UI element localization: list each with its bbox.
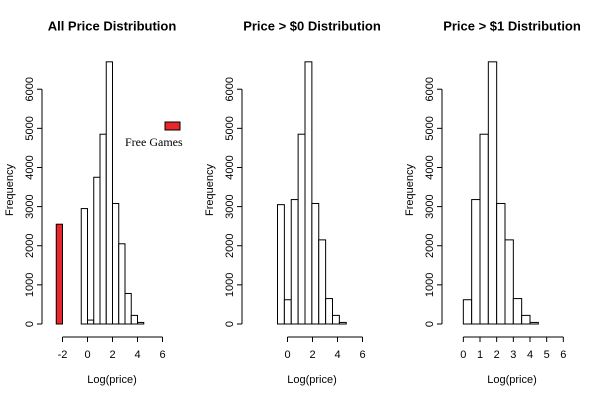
bar: [529, 321, 539, 325]
y-tick-label: 5000: [224, 116, 236, 140]
y-tick-label: 2000: [424, 233, 436, 257]
y-tick-label: 6000: [224, 77, 236, 101]
y-tick-label: 4000: [424, 155, 436, 179]
y-tick-label: 4000: [24, 155, 36, 179]
bar: [290, 199, 299, 325]
bar: [118, 243, 126, 325]
bar: [105, 61, 113, 325]
bar: [277, 204, 285, 325]
y-tick-label: 6000: [424, 77, 436, 101]
x-axis-label: Log(price): [87, 374, 137, 386]
bar: [87, 319, 95, 325]
y-tick-label: 2000: [24, 233, 36, 257]
x-tick-label: 5: [544, 349, 550, 361]
chart-title: All Price Distribution: [48, 18, 177, 33]
legend-label: Free Games: [125, 135, 183, 149]
bar: [471, 199, 481, 325]
bar: [318, 239, 327, 325]
y-tick-label: 1000: [224, 273, 236, 297]
bar: [304, 61, 313, 325]
y-axis-label: Frequency: [404, 164, 416, 216]
y-tick-label: 5000: [424, 116, 436, 140]
x-axis-label: Log(price): [487, 374, 537, 386]
x-tick-label: -2: [58, 349, 68, 361]
bar: [325, 298, 333, 325]
y-tick-label: 3000: [424, 194, 436, 218]
x-tick-label: 6: [159, 349, 165, 361]
x-tick-label: 4: [527, 349, 533, 361]
x-tick-label: 0: [460, 349, 466, 361]
bar: [487, 61, 498, 325]
x-axis-label: Log(price): [287, 374, 337, 386]
y-tick-label: 1000: [24, 273, 36, 297]
bar: [112, 202, 120, 325]
x-tick-label: 2: [109, 349, 115, 361]
bar: [496, 202, 506, 325]
y-tick-label: 0: [224, 321, 236, 327]
bar: [504, 239, 514, 325]
x-tick-label: 4: [334, 349, 340, 361]
y-tick-label: 0: [424, 321, 436, 327]
x-tick-label: 2: [309, 349, 315, 361]
bar: [512, 298, 523, 325]
bar: [479, 133, 489, 325]
bar: [332, 314, 340, 325]
bar: [338, 321, 347, 325]
bar: [130, 314, 138, 325]
x-tick-label: 1: [477, 349, 483, 361]
y-axis-label: Frequency: [204, 164, 216, 216]
x-tick-label: 3: [510, 349, 516, 361]
x-tick-label: 4: [134, 349, 140, 361]
bar: [462, 299, 473, 325]
chart-title: Price > $0 Distribution: [243, 18, 381, 33]
bar: [124, 292, 132, 325]
bar: [99, 133, 107, 325]
y-axis-label: Frequency: [4, 164, 16, 216]
y-tick-label: 6000: [24, 77, 36, 101]
legend-swatch: [164, 121, 181, 131]
chart-title: Price > $1 Distribution: [443, 18, 581, 33]
x-tick-label: 0: [284, 349, 290, 361]
y-tick-label: 5000: [24, 116, 36, 140]
y-tick-label: 3000: [24, 194, 36, 218]
y-tick-label: 4000: [224, 155, 236, 179]
y-tick-label: 3000: [224, 194, 236, 218]
bar: [137, 321, 145, 325]
x-tick-label: 6: [560, 349, 566, 361]
y-tick-label: 1000: [424, 273, 436, 297]
bar: [55, 223, 63, 325]
bar: [521, 314, 531, 325]
bar: [80, 208, 88, 325]
bar: [283, 299, 292, 325]
bar: [93, 176, 101, 325]
y-tick-label: 0: [24, 321, 36, 327]
y-tick-label: 2000: [224, 233, 236, 257]
x-tick-label: 0: [84, 349, 90, 361]
x-tick-label: 2: [494, 349, 500, 361]
bar: [297, 133, 306, 325]
x-tick-label: 6: [359, 349, 365, 361]
bar: [311, 202, 320, 325]
